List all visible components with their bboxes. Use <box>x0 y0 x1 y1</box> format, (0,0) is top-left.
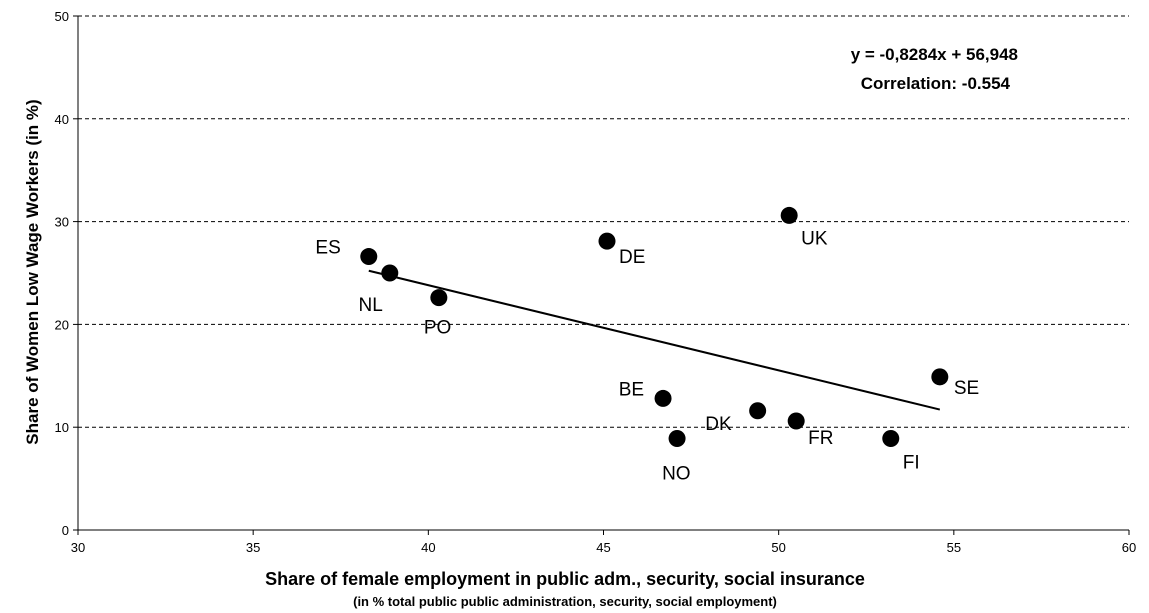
data-point-fr <box>787 412 805 430</box>
point-label-de: DE <box>619 247 645 268</box>
data-point-fi <box>882 430 900 448</box>
data-point-nl <box>381 264 399 282</box>
data-point-no <box>668 430 686 448</box>
point-label-no: NO <box>662 464 691 485</box>
point-label-uk: UK <box>801 228 828 249</box>
gridlines <box>78 15 1129 428</box>
x-tick-label: 60 <box>1122 540 1136 555</box>
data-point-po <box>430 289 448 307</box>
x-tick-label: 45 <box>596 540 610 555</box>
correlation-annotation: Correlation: -0.554 <box>861 74 1011 93</box>
y-tick-label: 10 <box>55 420 69 435</box>
data-point-be <box>654 389 672 407</box>
data-point-se <box>931 368 949 386</box>
x-tick-label: 35 <box>246 540 260 555</box>
trendline-group <box>368 269 941 411</box>
x-tick-label: 40 <box>421 540 435 555</box>
x-tick-label: 30 <box>71 540 85 555</box>
data-point-es <box>360 248 378 266</box>
y-tick-label: 50 <box>55 9 69 24</box>
x-tick-label: 55 <box>947 540 961 555</box>
point-label-be: BE <box>619 379 644 400</box>
point-label-fi: FI <box>903 453 920 474</box>
y-axis-label: Share of Women Low Wage Workers (in %) <box>23 99 42 444</box>
tick-labels: 0 10 20 30 40 50 30 35 40 45 50 55 60 <box>55 9 1137 555</box>
y-tick-label: 0 <box>62 523 69 538</box>
axes <box>73 15 1130 535</box>
x-axis-sublabel: (in % total public public administration… <box>353 594 777 609</box>
equation-annotation: y = -0,8284x + 56,948 <box>851 45 1018 64</box>
point-label-dk: DK <box>705 414 732 435</box>
x-tick-label: 50 <box>771 540 785 555</box>
point-labels: ES NL PO DE UK BE NO DK FR FI SE <box>315 228 979 484</box>
data-point-dk <box>749 402 767 420</box>
data-point-de <box>598 232 616 250</box>
y-tick-label: 40 <box>55 112 69 127</box>
data-point-uk <box>780 206 798 224</box>
trendline <box>368 269 941 411</box>
point-label-se: SE <box>954 378 979 399</box>
data-points <box>360 206 949 448</box>
point-label-nl: NL <box>358 295 382 316</box>
point-label-fr: FR <box>808 428 833 449</box>
x-axis-label: Share of female employment in public adm… <box>265 569 865 589</box>
y-tick-label: 30 <box>55 215 69 230</box>
y-tick-label: 20 <box>55 317 69 332</box>
point-label-es: ES <box>315 238 340 259</box>
point-label-po: PO <box>424 318 451 339</box>
